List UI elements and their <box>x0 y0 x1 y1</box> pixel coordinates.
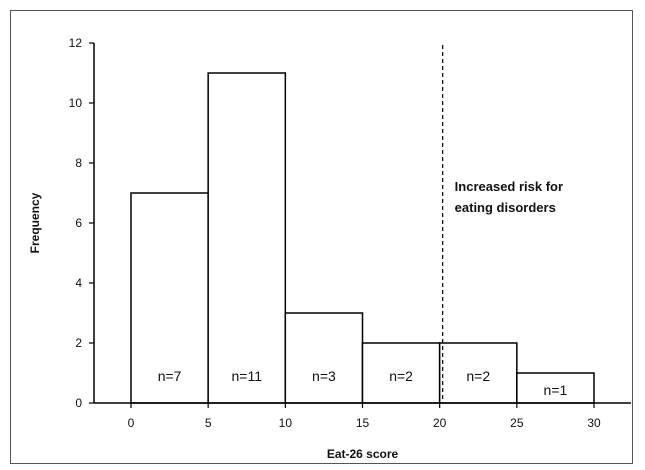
x-tick-label-0: 0 <box>128 416 135 430</box>
bar-label-3: n=2 <box>389 368 413 384</box>
y-ticks-group: 0 2 4 6 8 10 12 <box>69 36 94 410</box>
bar-3 <box>361 342 441 404</box>
bar-label-1: n=11 <box>232 368 263 384</box>
y-tick-label-1: 2 <box>75 336 82 350</box>
bar-label-0: n=7 <box>158 368 182 384</box>
y-tick-label-2: 4 <box>75 276 82 290</box>
bar-1 <box>207 72 287 404</box>
x-axis-title: Eat-26 score <box>327 447 399 461</box>
y-tick-label-0: 0 <box>75 396 82 410</box>
bar-label-4: n=2 <box>466 368 490 384</box>
x-tick-label-6: 30 <box>587 416 601 430</box>
bar-0 <box>130 192 209 404</box>
y-axis-title: Frequency <box>28 192 42 253</box>
chart-frame: 0 2 4 6 8 10 12 0 5 10 15 20 25 30 n=7 n=11 n=3 n=2 n=2 n… <box>10 10 633 464</box>
threshold-annotation-line-1: Increased risk for <box>455 179 563 194</box>
y-tick-label-4: 8 <box>75 156 82 170</box>
x-tick-label-5: 25 <box>510 416 524 430</box>
x-ticks-group: 0 5 10 15 20 25 30 <box>128 403 601 430</box>
x-tick-label-3: 15 <box>356 416 370 430</box>
x-tick-label-4: 20 <box>433 416 447 430</box>
x-tick-label-1: 5 <box>205 416 212 430</box>
bar-5 <box>516 372 595 404</box>
y-tick-label-6: 12 <box>69 36 83 50</box>
threshold-annotation-line-2: eating disorders <box>455 200 556 215</box>
bar-label-2: n=3 <box>312 368 336 384</box>
bar-labels-group: n=7 n=11 n=3 n=2 n=2 n=1 <box>158 368 568 398</box>
y-tick-label-5: 10 <box>69 96 83 110</box>
bars-group <box>130 72 595 404</box>
y-tick-label-3: 6 <box>75 216 82 230</box>
bar-2 <box>284 312 364 404</box>
bar-label-5: n=1 <box>544 382 568 398</box>
x-tick-label-2: 10 <box>279 416 293 430</box>
